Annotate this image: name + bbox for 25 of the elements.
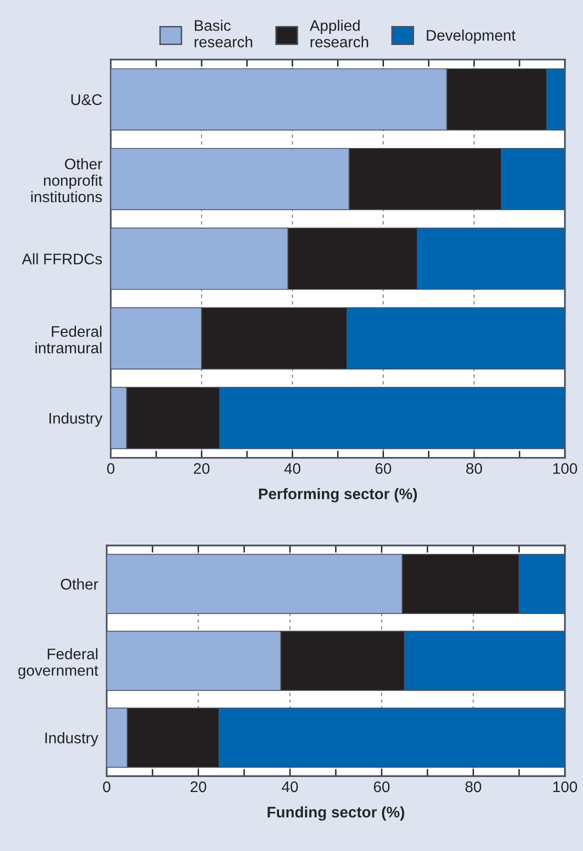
legend-label: Basic research	[194, 20, 252, 48]
x-tick-label: 60	[376, 463, 392, 474]
legend-label: Development	[426, 30, 516, 44]
y-tick-label: Industry	[50, 412, 102, 427]
y-tick-label: Federal intramural	[36, 326, 102, 354]
y-tick-label: Other nonprofit institutions	[31, 158, 102, 202]
x-tick-label: 100	[553, 463, 578, 474]
x-tick-label: 0	[103, 781, 110, 792]
y-tick-label: U&C	[71, 94, 102, 106]
x-tick-label: 0	[107, 463, 114, 474]
y-tick-label: Other	[60, 578, 98, 590]
x-axis-title: Funding sector (%)	[268, 806, 404, 821]
x-tick-label: 20	[190, 781, 206, 792]
x-tick-label: 60	[374, 781, 390, 792]
x-tick-label: 80	[465, 781, 482, 792]
y-tick-label: Industry	[45, 732, 98, 746]
x-tick-label: 80	[466, 463, 482, 474]
x-tick-label: 40	[284, 463, 300, 474]
x-axis-title: Performing sector (%)	[259, 488, 417, 502]
x-tick-label: 100	[553, 781, 578, 792]
x-tick-label: 40	[282, 781, 298, 792]
y-tick-label: All FFRDCs	[22, 253, 102, 264]
legend-label: Applied research	[310, 20, 368, 48]
y-tick-label: Federal government	[18, 648, 98, 679]
x-tick-label: 20	[194, 463, 210, 474]
